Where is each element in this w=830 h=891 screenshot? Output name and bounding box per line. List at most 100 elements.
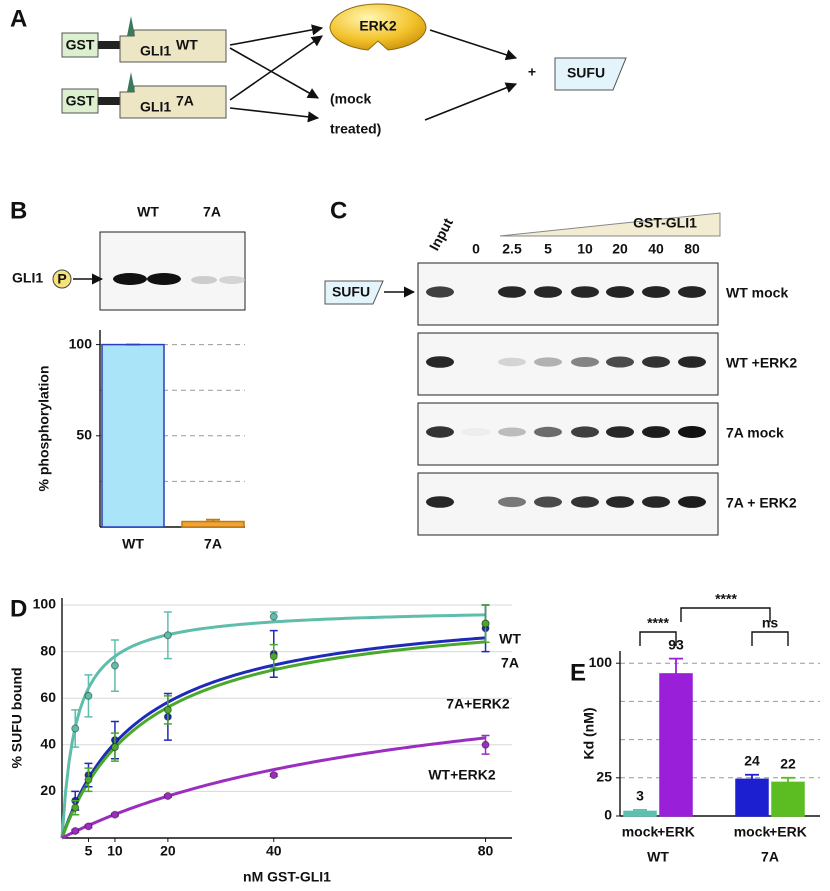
x-tick-label: 20 xyxy=(160,843,176,859)
x-tick-label: mock xyxy=(734,824,771,840)
band xyxy=(498,286,526,298)
panel-label: E xyxy=(570,659,586,686)
band xyxy=(426,356,454,368)
error-bar xyxy=(745,773,759,780)
y-tick-label: 80 xyxy=(40,642,56,658)
protein-box xyxy=(119,29,227,63)
panel-label: C xyxy=(330,197,347,224)
band xyxy=(498,427,526,437)
x-tick-label: +ERK xyxy=(769,824,807,840)
x-tick-label: 10 xyxy=(107,843,123,859)
row-label: WT mock xyxy=(726,285,788,301)
gradient xyxy=(499,212,721,237)
probe: SUFU xyxy=(332,284,370,300)
band xyxy=(606,496,634,508)
significance-label: **** xyxy=(647,615,669,631)
linker xyxy=(98,97,120,105)
concentration: 0 xyxy=(472,241,480,257)
band xyxy=(678,426,706,438)
y-tick-label: 100 xyxy=(69,335,93,351)
tag: GST xyxy=(66,37,95,53)
band xyxy=(534,286,562,298)
band xyxy=(571,426,599,438)
blot xyxy=(99,231,246,311)
band xyxy=(642,356,670,368)
point xyxy=(269,771,278,780)
bar xyxy=(101,343,165,528)
tag-box xyxy=(61,32,99,58)
band xyxy=(571,496,599,508)
error-bar xyxy=(633,808,647,812)
variant: WT xyxy=(176,37,198,53)
x-tick-label: 80 xyxy=(478,843,494,859)
bar xyxy=(735,778,769,817)
band xyxy=(571,357,599,367)
blot xyxy=(417,402,719,466)
group-label: 7A xyxy=(761,849,779,865)
point xyxy=(110,661,119,670)
point xyxy=(71,724,80,733)
phospho-mark: P xyxy=(57,271,66,287)
point xyxy=(481,740,490,749)
group-label: WT xyxy=(647,849,669,865)
y-tick-label: 100 xyxy=(33,596,57,612)
partner-shape xyxy=(554,57,627,91)
bar xyxy=(623,810,657,817)
band-label: GLI1 xyxy=(12,270,43,286)
protein: GLI1 xyxy=(140,43,171,59)
row-label: 7A + ERK2 xyxy=(726,495,797,511)
arrows xyxy=(229,24,518,123)
band xyxy=(678,356,706,368)
mock-label: (mock xyxy=(330,91,371,107)
series-label: WT+ERK2 xyxy=(428,767,496,783)
site xyxy=(127,16,135,36)
significance-bracket xyxy=(639,631,677,646)
error-bar xyxy=(206,518,220,522)
band xyxy=(534,426,562,438)
partner: SUFU xyxy=(567,65,605,81)
significance-label: ns xyxy=(762,615,779,631)
bands xyxy=(113,273,245,285)
blot xyxy=(417,472,719,536)
band xyxy=(606,356,634,368)
protein-box xyxy=(119,85,227,119)
value-label: 24 xyxy=(744,752,760,768)
series-label: 7A xyxy=(501,655,519,671)
point xyxy=(269,612,278,621)
x-tick-label: mock xyxy=(622,824,659,840)
kinase: ERK2 xyxy=(359,18,397,34)
point xyxy=(481,619,490,628)
linker xyxy=(98,41,120,49)
concentration: 40 xyxy=(648,241,664,257)
band xyxy=(534,496,562,508)
plus: + xyxy=(528,64,536,80)
point xyxy=(84,775,93,784)
point xyxy=(71,827,80,836)
row-label: 7A mock xyxy=(726,425,784,441)
band xyxy=(678,496,706,508)
y-axis-label: Kd (nM) xyxy=(581,707,597,759)
significance-label: **** xyxy=(715,591,737,607)
fit-curve xyxy=(61,736,486,840)
tag: GST xyxy=(66,93,95,109)
point xyxy=(163,631,172,640)
error-bar xyxy=(669,657,683,674)
x-tick-label: +ERK xyxy=(657,824,695,840)
significance-bracket xyxy=(751,631,789,646)
band xyxy=(498,496,526,508)
x-tick-label: 5 xyxy=(85,843,93,859)
bar xyxy=(771,781,805,817)
phospho-icon xyxy=(52,269,72,289)
band xyxy=(606,426,634,438)
x-axis-label: nM GST-GLI1 xyxy=(243,869,331,885)
point xyxy=(110,743,119,752)
concentration: 2.5 xyxy=(502,241,522,257)
band xyxy=(678,286,706,298)
band xyxy=(534,357,562,367)
point xyxy=(163,792,172,801)
site xyxy=(127,72,135,92)
point xyxy=(84,822,93,831)
variant: 7A xyxy=(176,93,194,109)
band xyxy=(426,496,454,508)
